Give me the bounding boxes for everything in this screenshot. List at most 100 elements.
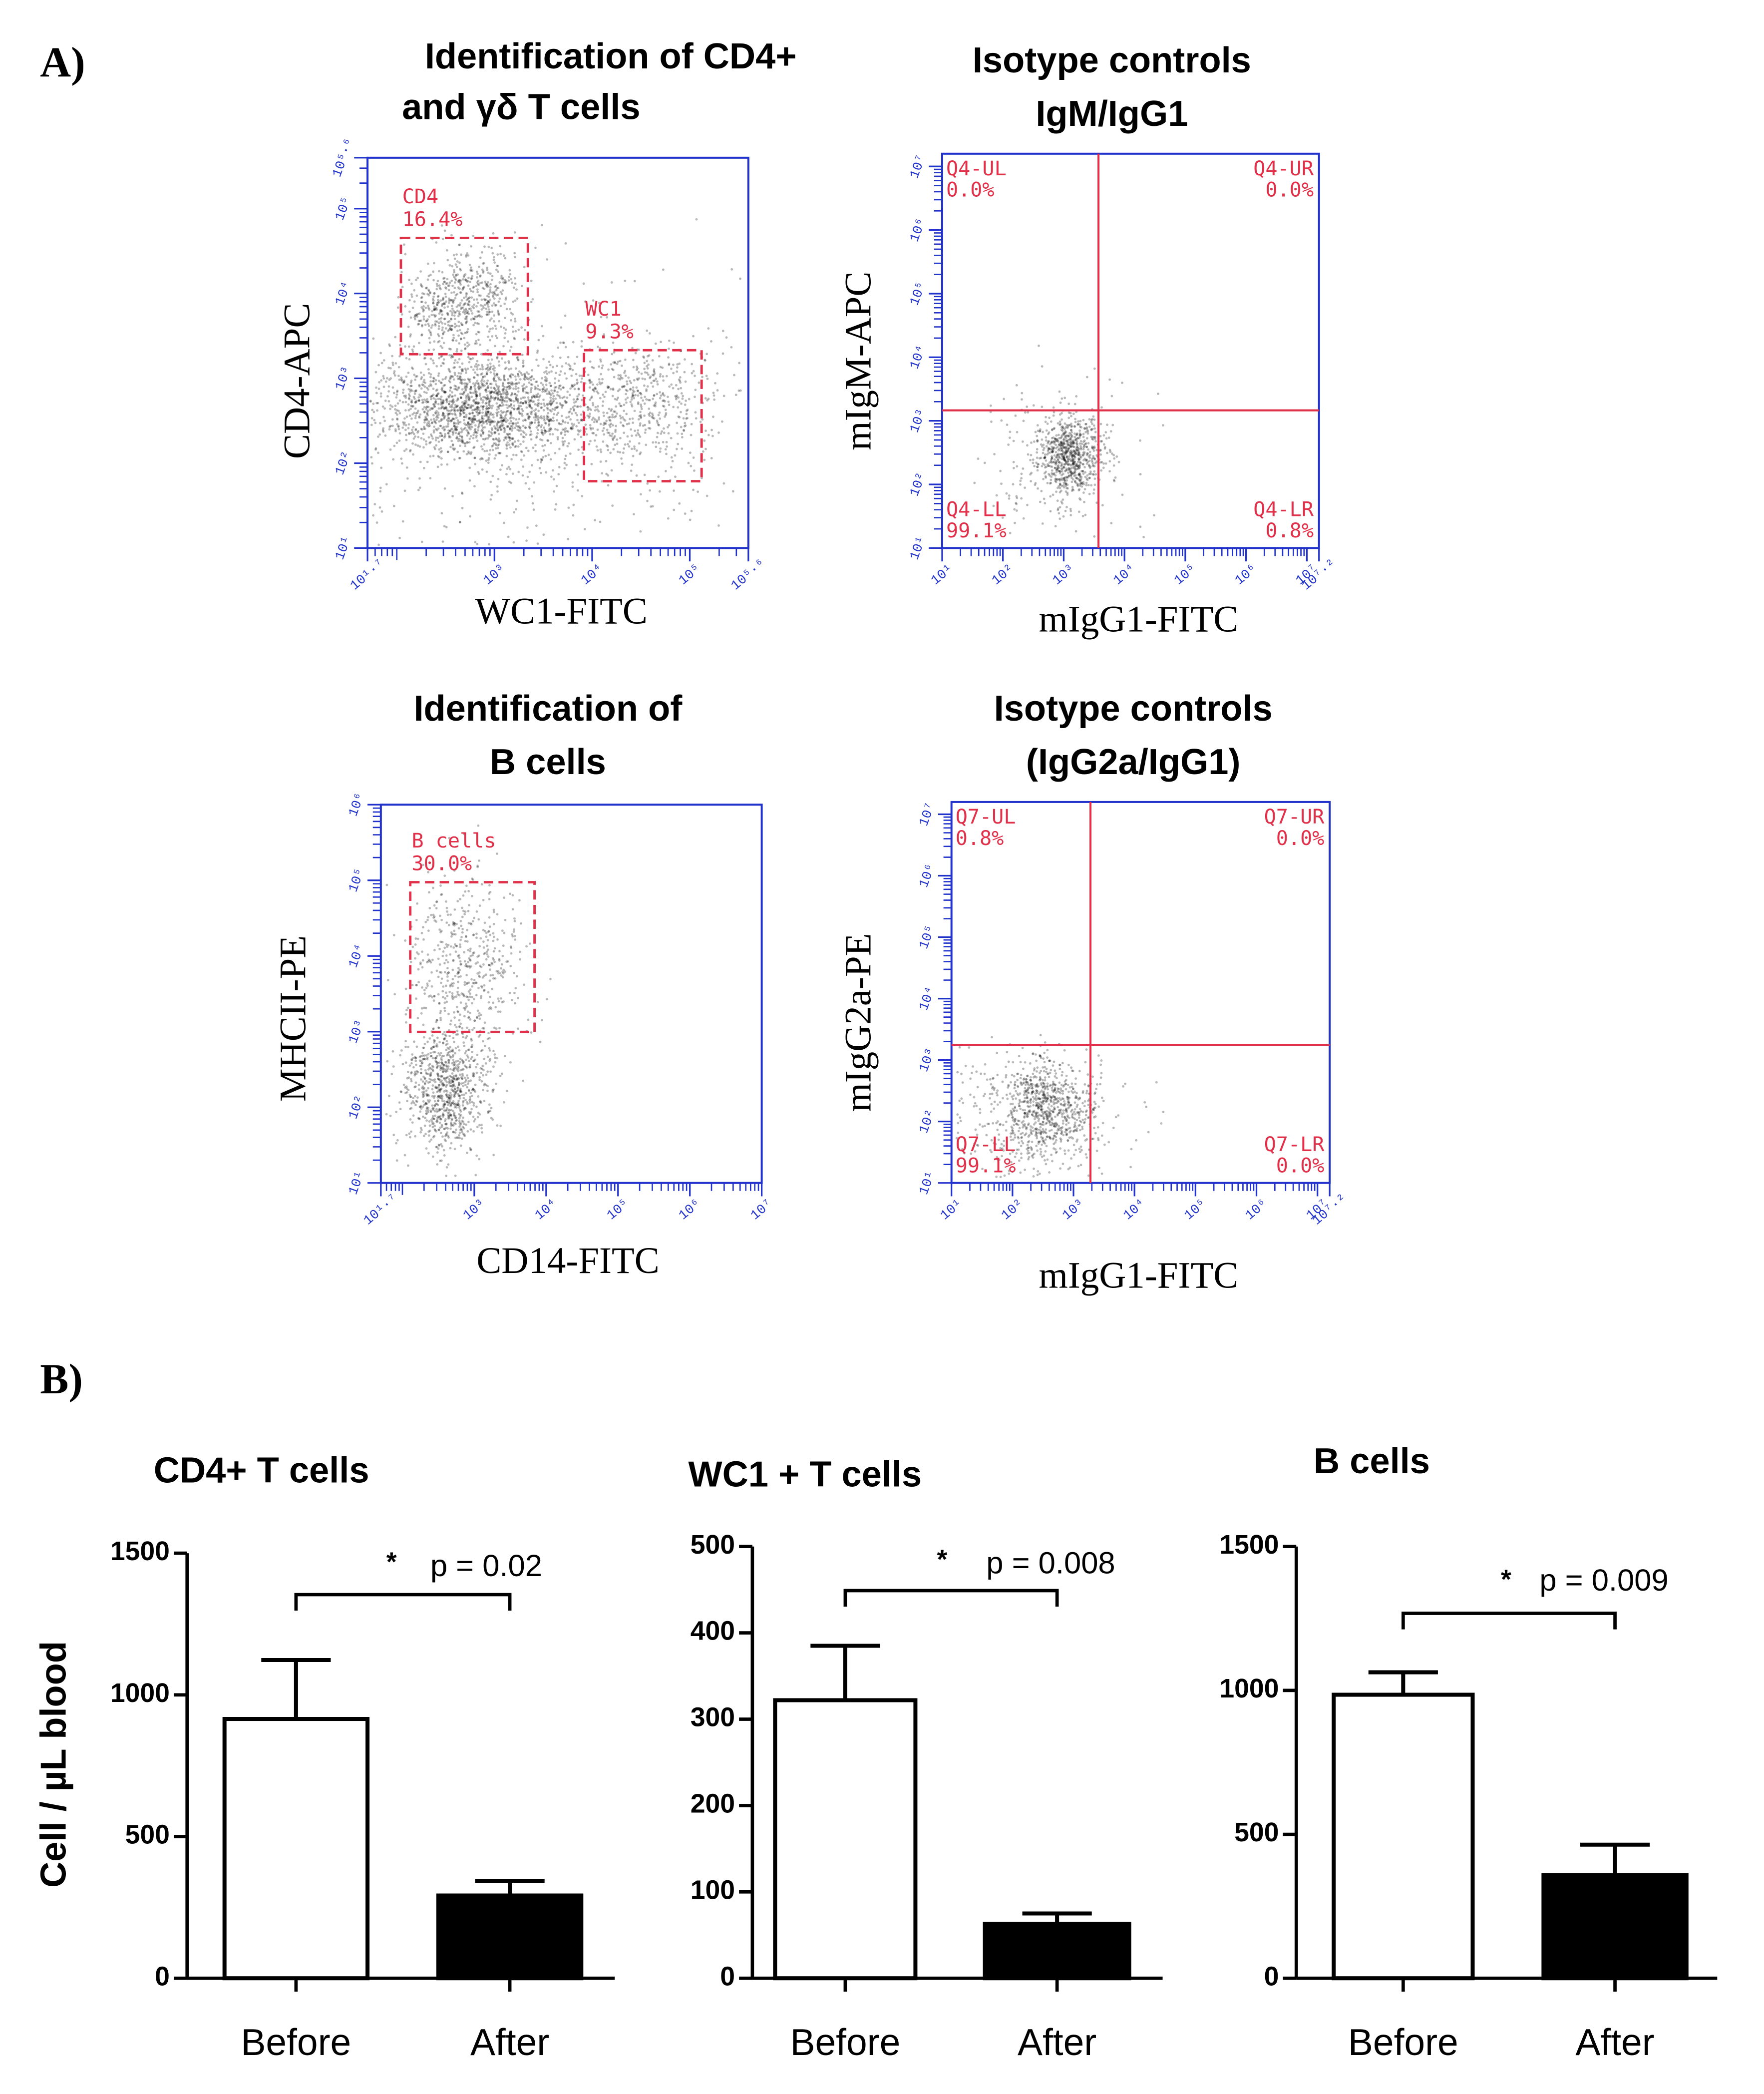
event-dot bbox=[420, 427, 423, 430]
event-dot bbox=[487, 271, 490, 274]
event-dot bbox=[530, 421, 533, 423]
event-dot bbox=[610, 281, 613, 284]
event-dot bbox=[513, 404, 516, 407]
event-dot bbox=[544, 379, 546, 382]
event-dot bbox=[1070, 415, 1072, 418]
event-dot bbox=[427, 307, 430, 310]
event-dot bbox=[519, 413, 522, 416]
event-dot bbox=[470, 296, 473, 299]
event-dot bbox=[534, 412, 537, 415]
event-dot bbox=[530, 438, 533, 441]
event-dot bbox=[457, 1077, 460, 1080]
event-dot bbox=[1062, 438, 1065, 441]
event-dot bbox=[451, 285, 454, 287]
event-dot bbox=[1060, 478, 1063, 481]
event-dot bbox=[416, 315, 419, 318]
event-dot bbox=[481, 401, 484, 404]
event-dot bbox=[505, 447, 508, 450]
event-dot bbox=[447, 1012, 450, 1015]
event-dot bbox=[536, 395, 539, 398]
event-dot bbox=[1039, 500, 1042, 503]
event-dot bbox=[663, 427, 665, 430]
event-dot bbox=[441, 387, 444, 390]
event-dot bbox=[510, 419, 512, 422]
event-dot bbox=[673, 508, 676, 511]
event-dot bbox=[544, 454, 547, 457]
event-dot bbox=[461, 368, 464, 371]
event-dot bbox=[466, 440, 468, 443]
event-dot bbox=[439, 424, 442, 427]
event-dot bbox=[473, 399, 476, 402]
event-dot bbox=[593, 439, 596, 442]
event-dot bbox=[1073, 480, 1076, 483]
event-dot bbox=[1061, 498, 1064, 501]
event-dot bbox=[541, 325, 544, 328]
event-dot bbox=[502, 388, 505, 391]
event-dot bbox=[481, 366, 484, 369]
event-dot bbox=[419, 319, 422, 322]
event-dot bbox=[1068, 432, 1071, 434]
event-dot bbox=[501, 277, 504, 280]
event-dot bbox=[536, 351, 539, 354]
quadrant-name: Q4-LR bbox=[1253, 498, 1314, 521]
event-dot bbox=[513, 408, 516, 410]
event-dot bbox=[1070, 435, 1073, 438]
event-dot bbox=[445, 407, 448, 410]
event-dot bbox=[456, 409, 459, 412]
event-dot bbox=[1093, 535, 1096, 538]
event-dot bbox=[473, 456, 476, 459]
event-dot bbox=[428, 1129, 431, 1132]
event-dot bbox=[404, 423, 407, 426]
event-dot bbox=[558, 447, 561, 450]
event-dot bbox=[455, 405, 458, 408]
event-dot bbox=[483, 380, 486, 383]
event-dot bbox=[437, 392, 440, 395]
event-dot bbox=[412, 437, 415, 440]
event-dot bbox=[659, 391, 662, 394]
event-dot bbox=[547, 402, 550, 405]
event-dot bbox=[606, 431, 609, 434]
event-dot bbox=[599, 520, 602, 523]
event-dot bbox=[446, 463, 449, 466]
event-dot bbox=[429, 331, 432, 333]
event-dot bbox=[1046, 422, 1049, 425]
event-dot bbox=[437, 398, 440, 401]
event-dot bbox=[562, 386, 565, 389]
event-dot bbox=[559, 356, 562, 359]
event-dot bbox=[564, 421, 567, 424]
event-dot bbox=[554, 382, 556, 385]
event-dot bbox=[437, 455, 440, 457]
event-dot bbox=[470, 404, 473, 407]
event-dot bbox=[413, 300, 416, 303]
event-dot bbox=[458, 1106, 461, 1109]
event-dot bbox=[476, 291, 479, 294]
event-dot bbox=[429, 373, 432, 376]
event-dot bbox=[405, 357, 408, 360]
event-dot bbox=[1020, 497, 1023, 500]
event-dot bbox=[437, 403, 440, 406]
event-dot bbox=[434, 412, 437, 415]
event-dot bbox=[499, 245, 502, 248]
event-dot bbox=[1048, 417, 1051, 419]
event-dot bbox=[465, 311, 468, 314]
event-dot bbox=[427, 288, 430, 291]
event-dot bbox=[432, 380, 435, 383]
event-dot bbox=[402, 423, 405, 426]
event-dot bbox=[432, 270, 435, 273]
event-dot bbox=[577, 405, 580, 408]
event-dot bbox=[1000, 482, 1003, 485]
event-dot bbox=[692, 456, 695, 459]
event-dot bbox=[659, 447, 662, 450]
event-dot bbox=[458, 261, 461, 264]
event-dot bbox=[687, 461, 690, 464]
event-dot bbox=[401, 286, 404, 289]
event-dot bbox=[504, 328, 507, 331]
event-dot bbox=[428, 422, 431, 425]
event-dot bbox=[460, 308, 463, 310]
event-dot bbox=[518, 429, 520, 432]
y-axis-label: mIgM-APC bbox=[838, 272, 879, 450]
event-dot bbox=[408, 414, 411, 417]
event-dot bbox=[429, 408, 431, 411]
event-dot bbox=[469, 288, 472, 291]
event-dot bbox=[438, 398, 441, 401]
